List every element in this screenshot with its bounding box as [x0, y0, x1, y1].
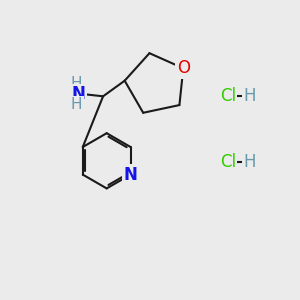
Text: Cl: Cl — [220, 87, 236, 105]
Text: H: H — [243, 87, 256, 105]
Text: H: H — [71, 97, 82, 112]
Text: O: O — [177, 59, 190, 77]
Text: N: N — [124, 166, 137, 184]
Text: N: N — [71, 85, 85, 103]
Text: Cl: Cl — [220, 153, 236, 171]
Text: H: H — [71, 76, 82, 91]
Text: H: H — [243, 153, 256, 171]
